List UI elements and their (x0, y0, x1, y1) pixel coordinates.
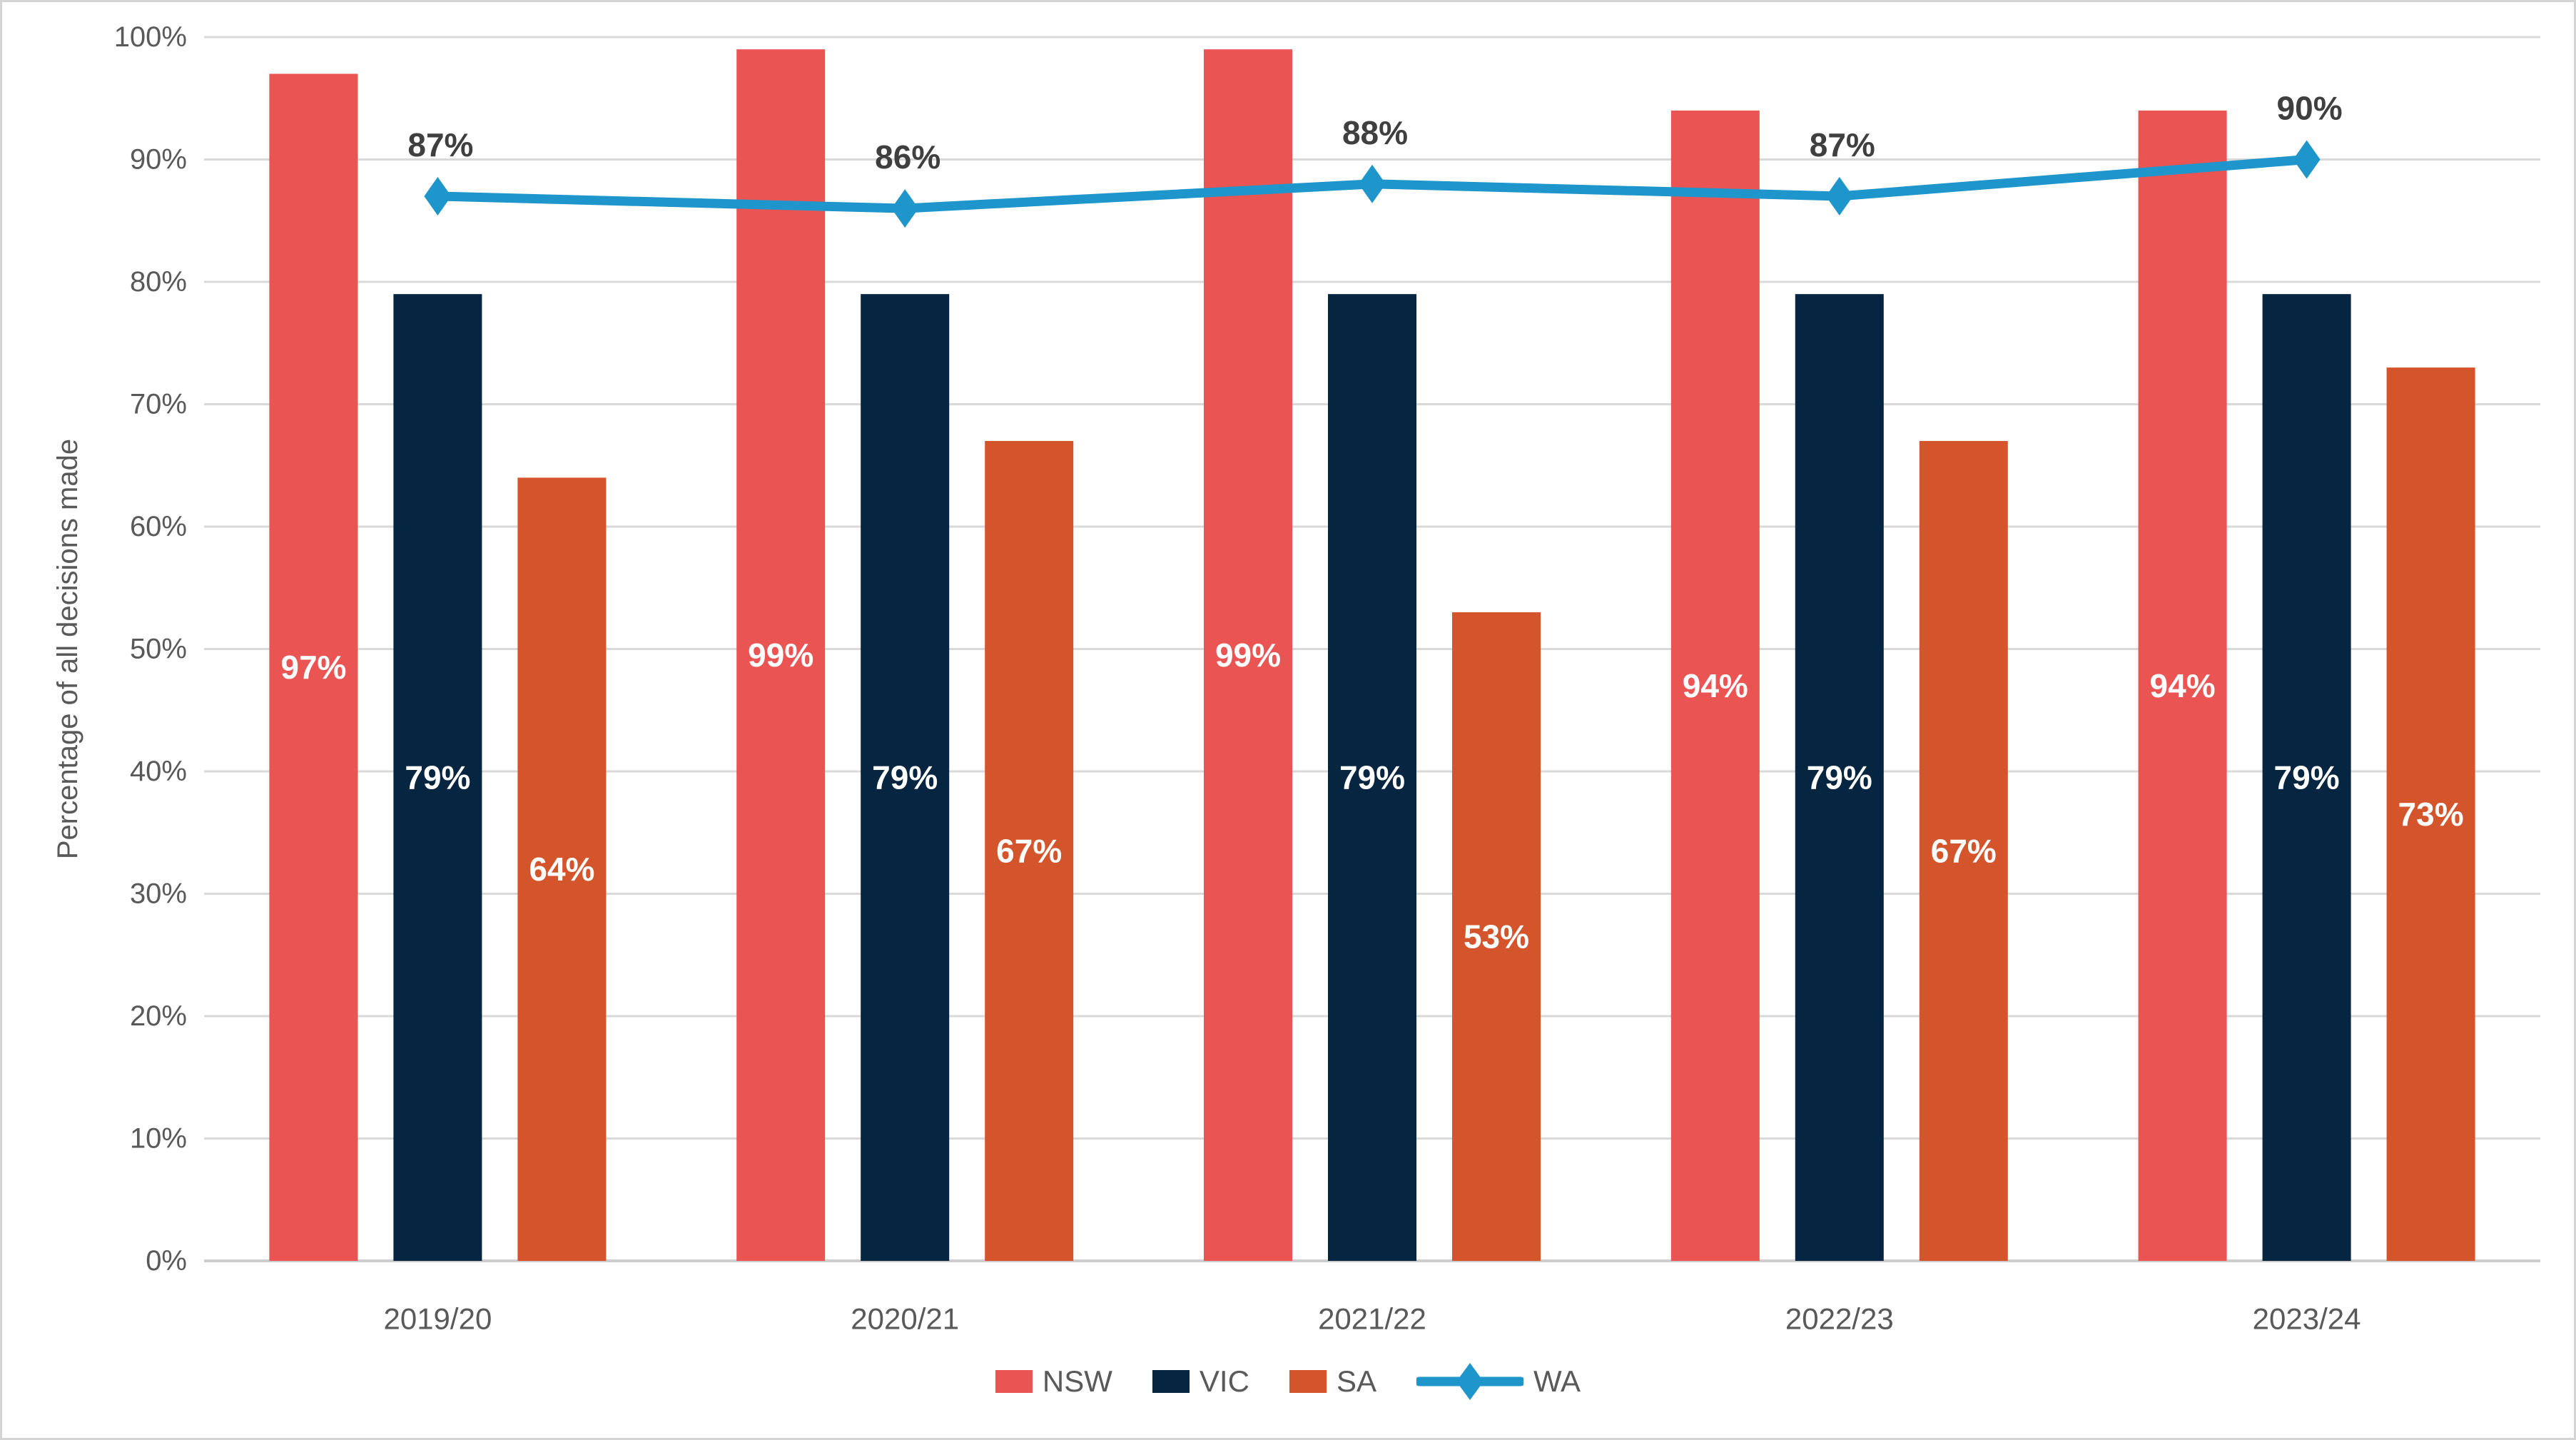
y-tick-label: 10% (130, 1123, 187, 1155)
bar-label-VIC-2020/21: 79% (872, 759, 938, 796)
bar-label-SA-2023/24: 73% (2398, 796, 2464, 833)
y-tick-label: 70% (130, 389, 187, 420)
legend-item-WA: WA (1416, 1360, 1581, 1403)
bar-label-VIC-2019/20: 79% (405, 759, 470, 796)
bar-series (269, 49, 2475, 1262)
x-axis-label: 2023/24 (2253, 1302, 2361, 1336)
line-label-WA-2022/23: 87% (1810, 126, 1875, 163)
x-axis-label: 2019/20 (383, 1302, 492, 1336)
bar-label-NSW-2019/20: 97% (280, 649, 346, 686)
y-tick-label: 0% (146, 1245, 187, 1277)
bar-label-SA-2020/21: 67% (996, 832, 1062, 869)
bar-NSW-2022/23 (1670, 110, 1760, 1261)
y-tick-label: 50% (130, 634, 187, 665)
bar-SA-2020/21 (985, 440, 1074, 1262)
bar-SA-2021/22 (1452, 612, 1541, 1261)
marker-diamond-WA-2019/20 (424, 176, 452, 216)
line-series (424, 140, 2321, 228)
bar-SA-2023/24 (2386, 367, 2475, 1261)
x-axis: 2019/20 2020/21 2021/22 2022/23 2023/24 (383, 1302, 2361, 1336)
legend-label-VIC: VIC (1199, 1364, 1249, 1398)
line-label-WA-2023/24: 90% (2277, 90, 2343, 127)
bar-NSW-2023/24 (2138, 110, 2227, 1261)
y-tick-label: 40% (130, 756, 187, 787)
bar-VIC-2019/20 (393, 294, 482, 1261)
legend-swatch-VIC (1152, 1370, 1190, 1393)
y-tick-label: 30% (130, 878, 187, 910)
bar-SA-2019/20 (517, 477, 607, 1261)
y-axis: 0% 10% 20% 30% 40% 50% 60% 70% 80% 90% 100% (114, 21, 187, 1277)
bar-SA-2022/23 (1919, 440, 2008, 1262)
bar-label-SA-2019/20: 64% (529, 851, 594, 888)
line-label-WA-2020/21: 86% (875, 138, 940, 176)
legend-line-marker-WA (1416, 1363, 1523, 1400)
bar-NSW-2019/20 (269, 73, 358, 1262)
bar-label-VIC-2023/24: 79% (2274, 759, 2340, 796)
chart-legend: NSW VIC SA WA (0, 1360, 2576, 1403)
bar-label-NSW-2021/22: 99% (1215, 637, 1281, 674)
marker-diamond-WA-2022/23 (1825, 176, 1853, 216)
marker-diamond-WA-2020/21 (891, 189, 919, 228)
legend-label-SA: SA (1336, 1364, 1376, 1398)
x-axis-label: 2022/23 (1785, 1302, 1894, 1336)
y-tick-label: 90% (130, 144, 187, 176)
legend-swatch-NSW (995, 1370, 1033, 1393)
y-tick-label: 20% (130, 1000, 187, 1032)
bar-label-NSW-2023/24: 94% (2150, 667, 2216, 704)
bar-VIC-2022/23 (1795, 294, 1884, 1261)
y-axis-title-text: Percentage of all decisions made (52, 439, 83, 859)
bar-VIC-2021/22 (1328, 294, 1416, 1261)
y-axis-title: Percentage of all decisions made (52, 439, 83, 859)
legend-swatch-SA (1289, 1370, 1327, 1393)
legend-diamond-icon (1456, 1363, 1484, 1400)
line-data-labels: 87% 86% 88% 87% 90% (407, 90, 2342, 176)
bar-label-NSW-2022/23: 94% (1683, 667, 1748, 704)
bar-data-labels: 97% 99% 99% 94% 94% 79% 79% 79% 79% 79% 64% 67% 53% 6… (280, 637, 2463, 955)
legend-label-WA: WA (1533, 1364, 1581, 1398)
bar-label-SA-2021/22: 53% (1464, 918, 1529, 955)
bar-VIC-2020/21 (861, 294, 950, 1261)
x-axis-label: 2021/22 (1318, 1302, 1426, 1336)
bar-label-NSW-2020/21: 99% (748, 637, 813, 674)
bar-label-VIC-2022/23: 79% (1807, 759, 1872, 796)
legend-item-NSW: NSW (995, 1367, 1112, 1396)
bar-label-VIC-2021/22: 79% (1339, 759, 1405, 796)
marker-diamond-WA-2023/24 (2293, 140, 2321, 179)
y-tick-label: 80% (130, 266, 187, 298)
marker-diamond-WA-2021/22 (1359, 164, 1386, 203)
y-tick-label: 60% (130, 511, 187, 542)
legend-item-SA: SA (1289, 1367, 1376, 1396)
legend-item-VIC: VIC (1152, 1367, 1249, 1396)
bar-VIC-2023/24 (2262, 294, 2351, 1261)
bar-NSW-2021/22 (1204, 49, 1292, 1261)
bar-NSW-2020/21 (736, 49, 826, 1261)
legend-label-NSW: NSW (1042, 1364, 1112, 1398)
x-axis-label: 2020/21 (851, 1302, 959, 1336)
y-tick-label: 100% (114, 21, 187, 53)
line-label-WA-2021/22: 88% (1342, 114, 1408, 151)
line-label-WA-2019/20: 87% (407, 126, 473, 163)
bar-label-SA-2022/23: 67% (1931, 832, 1997, 869)
